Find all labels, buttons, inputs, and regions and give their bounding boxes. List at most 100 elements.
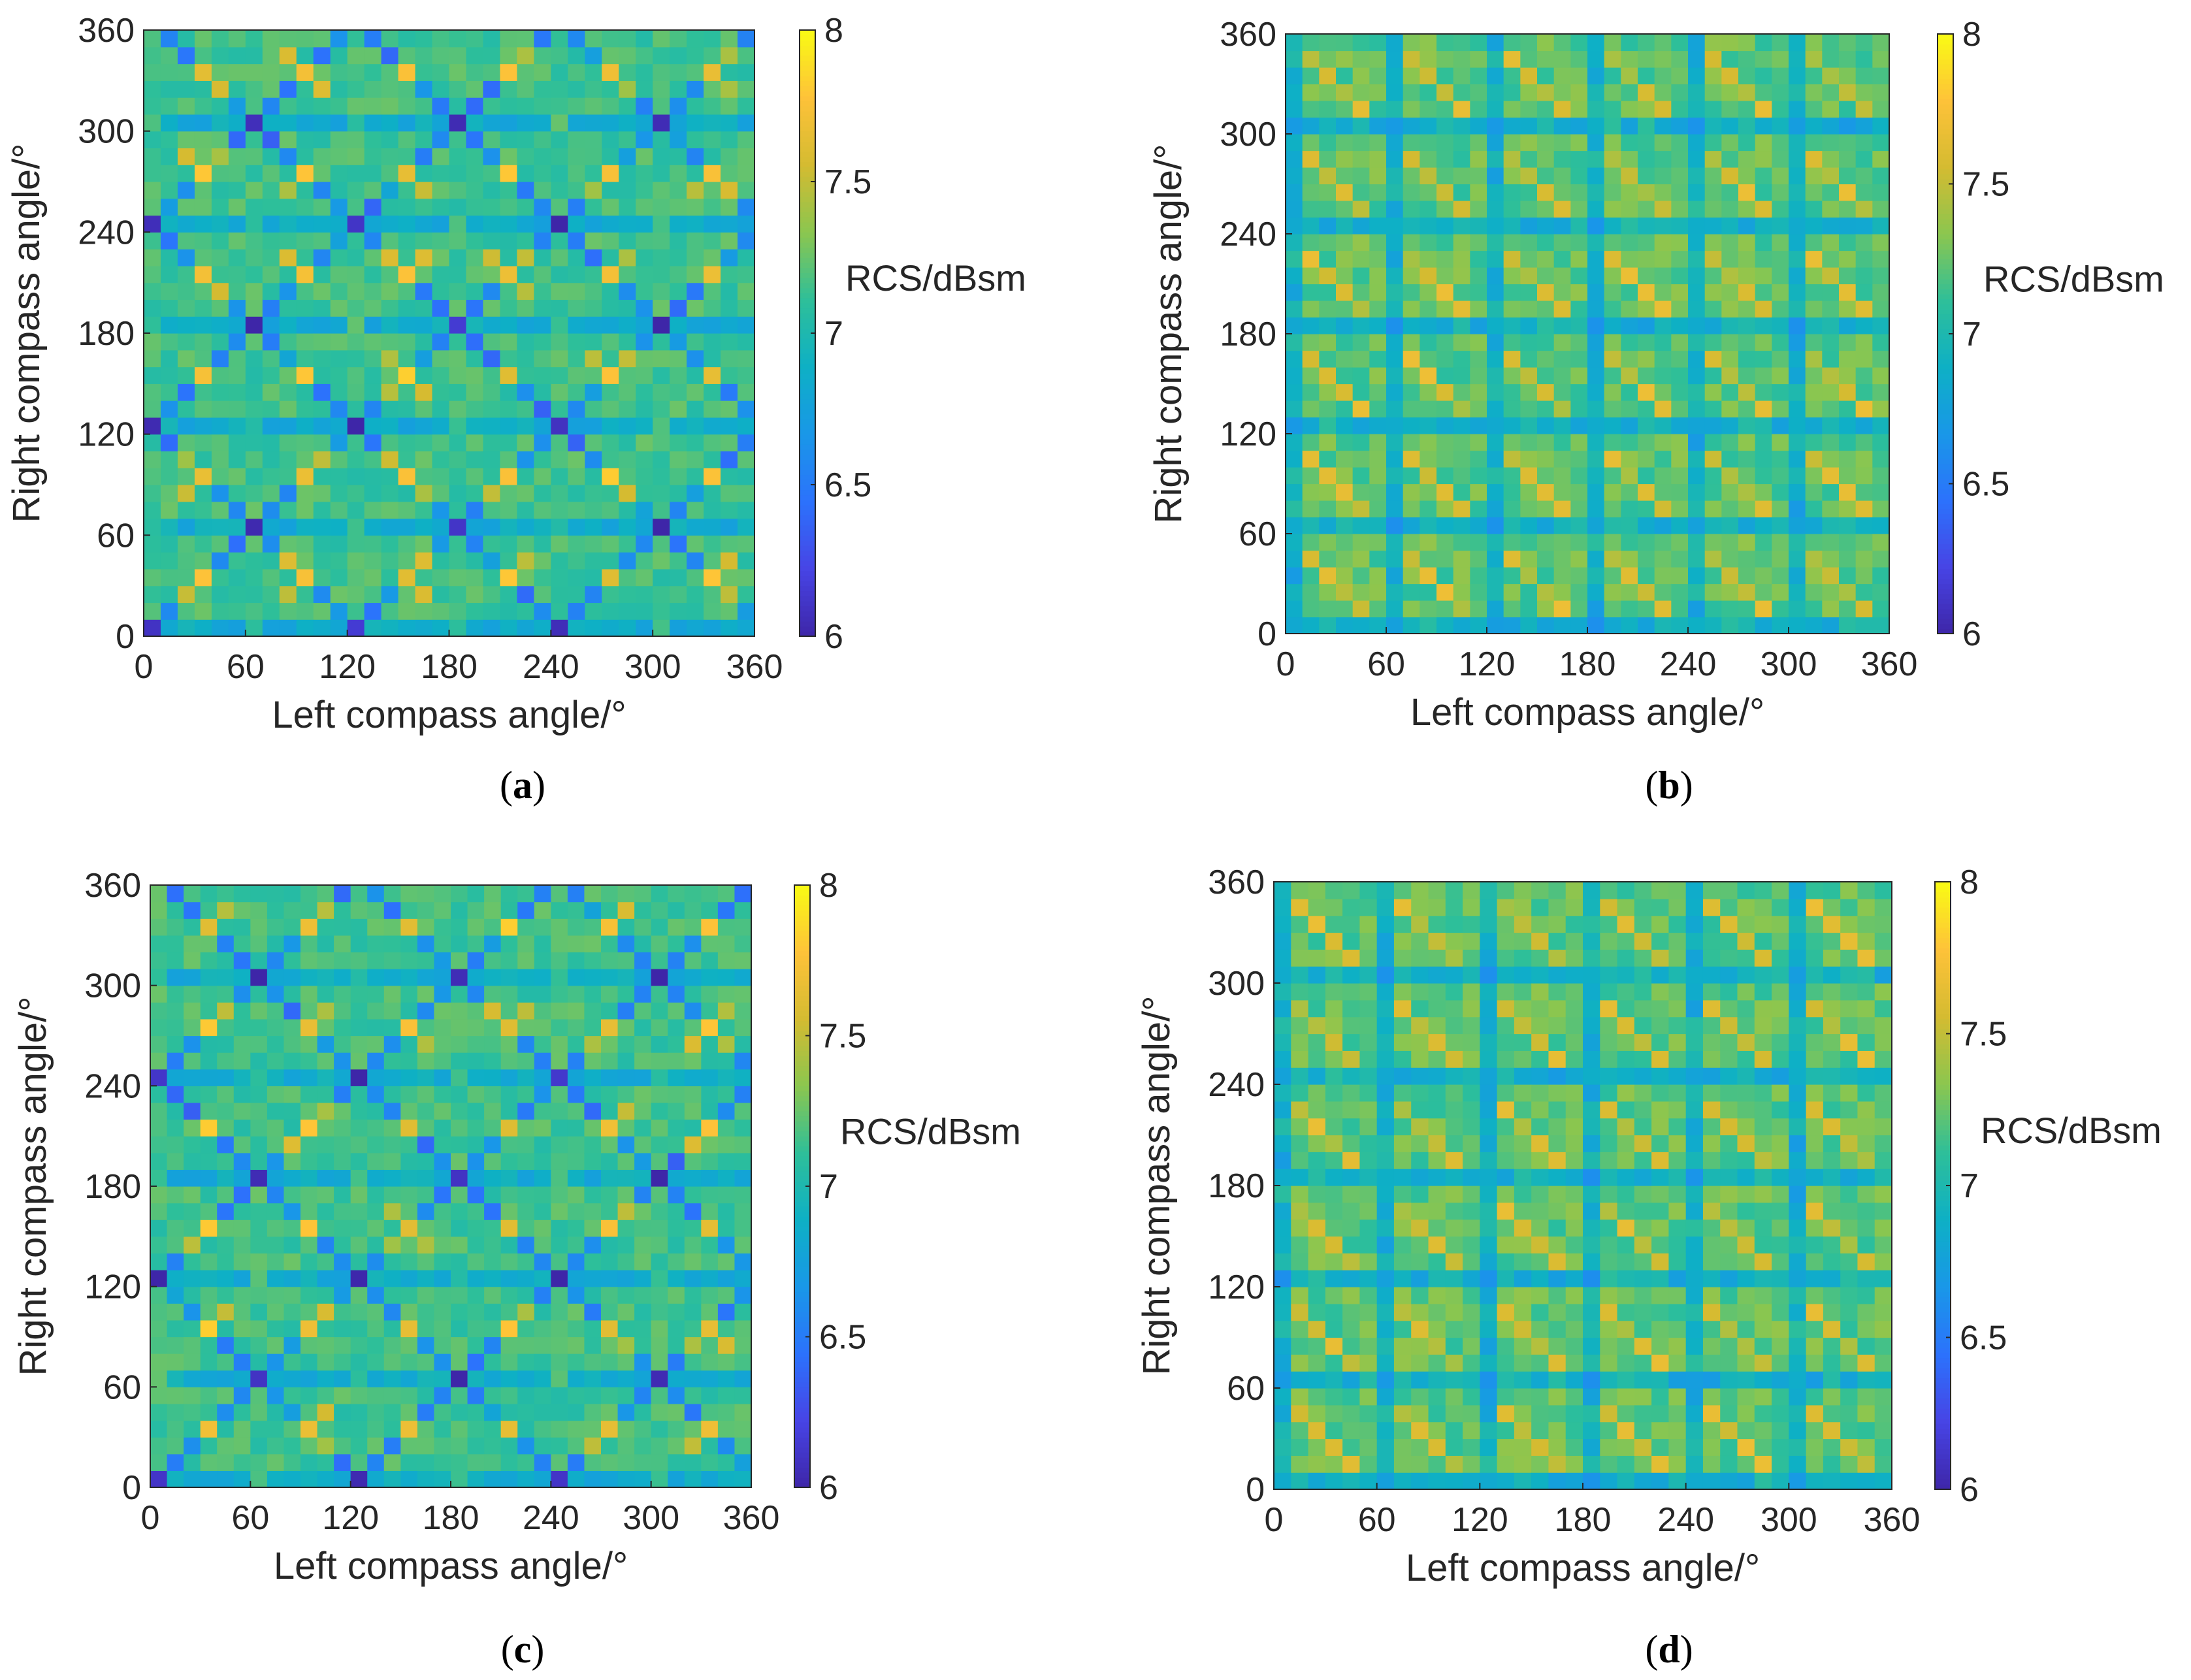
- heatmap-cell: [317, 1387, 334, 1404]
- heatmap-cell: [200, 1169, 218, 1187]
- heatmap-cell: [1587, 383, 1605, 401]
- heatmap-cell: [267, 1370, 285, 1387]
- heatmap-cell: [1514, 898, 1532, 916]
- heatmap-cell: [1772, 334, 1789, 351]
- heatmap-cell: [1436, 300, 1454, 318]
- heatmap-cell: [1453, 500, 1470, 518]
- heatmap-cell: [381, 198, 399, 216]
- heatmap-cell: [1872, 134, 1890, 152]
- heatmap-cell: [383, 1336, 401, 1354]
- heatmap-cell: [200, 1119, 218, 1137]
- heatmap-cell: [738, 468, 755, 485]
- heatmap-cell: [383, 1253, 401, 1270]
- heatmap-cell: [160, 215, 178, 233]
- heatmap-cell: [567, 918, 585, 936]
- heatmap-cell: [1403, 167, 1420, 185]
- heatmap-cell: [334, 1370, 351, 1387]
- heatmap-cell: [398, 299, 416, 317]
- heatmap-cell: [701, 1018, 719, 1037]
- heatmap-cell: [466, 585, 484, 604]
- heatmap-cell: [1537, 583, 1555, 601]
- heatmap-cell: [466, 400, 484, 418]
- heatmap-cell: [1654, 201, 1672, 218]
- heatmap-cell: [670, 249, 687, 267]
- heatmap-cell: [1487, 350, 1504, 368]
- heatmap-cell: [1872, 34, 1890, 52]
- heatmap-cell: [367, 1035, 385, 1053]
- heatmap-cell: [364, 349, 382, 368]
- heatmap-cell: [738, 80, 755, 98]
- heatmap-cell: [1789, 283, 1806, 301]
- heatmap-cell: [1319, 34, 1337, 52]
- heatmap-cell: [449, 46, 467, 65]
- heatmap-cell: [1342, 1033, 1360, 1051]
- heatmap-cell: [670, 215, 687, 233]
- heatmap-cell: [1671, 217, 1689, 234]
- heatmap-cell: [1839, 317, 1857, 334]
- heatmap-cell: [1855, 434, 1873, 451]
- heatmap-cell: [1445, 1388, 1463, 1406]
- heatmap-cell: [1548, 1438, 1566, 1456]
- heatmap-cell: [1352, 417, 1370, 434]
- heatmap-cell: [313, 417, 331, 435]
- heatmap-cell: [364, 282, 382, 300]
- heatmap-cell: [1470, 517, 1487, 534]
- heatmap-cell: [687, 568, 704, 587]
- heatmap-cell: [381, 485, 399, 502]
- heatmap-cell: [1336, 134, 1354, 152]
- heatmap-cell: [534, 1336, 551, 1354]
- heatmap-cell: [500, 215, 517, 233]
- heatmap-cell: [1654, 117, 1672, 135]
- heatmap-cell: [1822, 517, 1840, 534]
- heatmap-cell: [1319, 250, 1337, 268]
- colorbar-segment: [800, 206, 815, 213]
- heatmap-cell: [1738, 300, 1756, 318]
- heatmap-cell: [184, 1018, 201, 1037]
- heatmap-cell: [1308, 1371, 1326, 1389]
- heatmap-cell: [1654, 234, 1672, 251]
- heatmap-cell: [551, 299, 568, 317]
- heatmap-cell: [177, 366, 195, 384]
- heatmap-cell: [449, 97, 467, 115]
- colorbar-segment: [1938, 419, 1953, 425]
- heatmap-cell: [1403, 283, 1420, 301]
- heatmap-cell: [1319, 534, 1337, 551]
- heatmap-cell: [551, 1236, 568, 1254]
- heatmap-cell: [1403, 367, 1420, 385]
- heatmap-cell: [1520, 283, 1538, 301]
- heatmap-cell: [1291, 966, 1309, 984]
- colorbar-segment: [800, 136, 815, 142]
- heatmap-cell: [568, 265, 585, 283]
- heatmap-cell: [467, 1018, 485, 1037]
- heatmap-cell: [367, 918, 385, 936]
- heatmap-cell: [704, 131, 721, 149]
- heatmap-cell: [381, 585, 399, 604]
- heatmap-cell: [585, 182, 602, 199]
- heatmap-cell: [738, 148, 755, 165]
- heatmap-cell: [1604, 400, 1621, 418]
- heatmap-cell: [398, 148, 416, 165]
- y-tick-label: 180: [84, 1168, 141, 1206]
- heatmap-cell: [634, 1387, 652, 1404]
- heatmap-cell: [330, 535, 348, 553]
- heatmap-cell: [184, 1470, 201, 1488]
- colorbar-segment: [794, 1467, 810, 1473]
- heatmap-cell: [1789, 201, 1806, 218]
- heatmap-cell: [451, 1220, 468, 1237]
- heatmap-cell: [704, 232, 721, 250]
- heatmap-cell: [1822, 267, 1840, 285]
- heatmap-cell: [150, 1069, 168, 1086]
- heatmap-cell: [1805, 334, 1823, 351]
- heatmap-cell: [721, 182, 738, 199]
- heatmap-cell: [1604, 167, 1621, 185]
- heatmap-cell: [1497, 1186, 1515, 1203]
- heatmap-cell: [1274, 1287, 1291, 1304]
- heatmap-cell: [651, 1018, 668, 1037]
- heatmap-cell: [194, 518, 212, 536]
- heatmap-cell: [1420, 234, 1437, 251]
- heatmap-cell: [398, 501, 416, 519]
- heatmap-cell: [500, 131, 517, 149]
- heatmap-cell: [1520, 400, 1538, 418]
- heatmap-cell: [1445, 1067, 1463, 1085]
- heatmap-cell: [534, 1220, 551, 1237]
